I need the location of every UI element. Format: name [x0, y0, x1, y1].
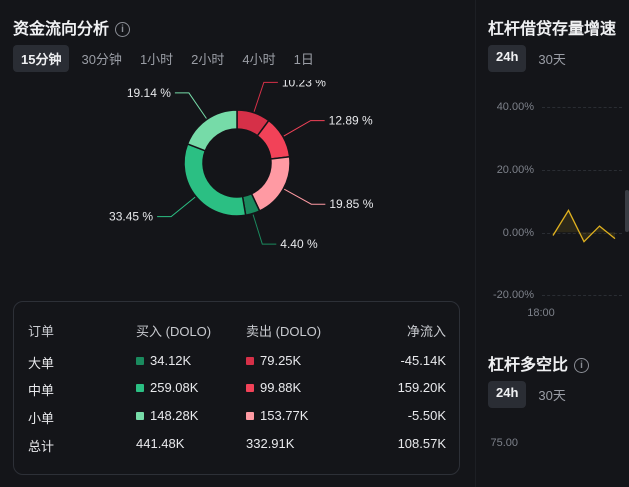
donut-slice[interactable]: [186, 109, 238, 152]
long-short-title: 杠杆多空比 i: [488, 351, 590, 375]
sell-cell: 79.25K: [246, 353, 301, 368]
tab-1h[interactable]: 1小时: [139, 52, 174, 67]
header-order: 订单: [28, 324, 55, 339]
buy-swatch: [136, 384, 144, 392]
y-tick-label: 20.00%: [496, 164, 534, 176]
scrollbar-thumb[interactable]: [625, 190, 629, 232]
table-row-total: 总计 441.48K 332.91K 108.57K: [14, 436, 459, 456]
long-short-tabs: 24h 30天: [488, 381, 572, 408]
donut-slice[interactable]: [183, 142, 247, 217]
donut-slice-label: 12.89 %: [329, 114, 373, 128]
long-short-title-text: 杠杆多空比: [488, 357, 569, 374]
tab-2h[interactable]: 2小时: [191, 52, 225, 67]
buy-swatch: [136, 412, 144, 420]
sell-swatch: [246, 357, 254, 365]
info-icon[interactable]: i: [115, 22, 131, 37]
tab-24h[interactable]: 24h: [488, 45, 527, 72]
donut-slice-label: 33.45 %: [109, 210, 153, 224]
tab-24h[interactable]: 24h: [488, 381, 527, 408]
x-tick-label: 18:00: [527, 307, 555, 319]
buy-cell: 34.12K: [136, 353, 191, 368]
tab-30d[interactable]: 30天: [538, 388, 566, 403]
table-row-medium: 中单 259.08K 99.88K 159.20K: [14, 380, 459, 400]
fund-flow-timeframe-tabs: 15分钟 30分钟 1小时 2小时 4小时 1日: [13, 45, 320, 72]
y-tick-label: 0.00%: [502, 227, 534, 239]
sell-cell: 99.88K: [246, 380, 301, 395]
sell-swatch: [246, 384, 254, 392]
tab-15m[interactable]: 15分钟: [13, 45, 70, 72]
gridline: [542, 233, 622, 234]
donut-leader-line: [253, 81, 278, 112]
tab-4h[interactable]: 4小时: [242, 52, 276, 67]
tab-30d[interactable]: 30天: [538, 52, 566, 67]
order-type: 中单: [28, 383, 55, 398]
donut-slice-label: 10.23 %: [282, 80, 326, 89]
donut-slice-label: 19.14 %: [127, 86, 171, 100]
sell-value: 332.91K: [246, 436, 295, 451]
fund-flow-title-text: 资金流向分析: [13, 21, 110, 38]
donut-leader-line: [157, 196, 196, 218]
y-tick-label: -20.00%: [493, 289, 534, 301]
sell-swatch: [246, 412, 254, 420]
series-area: [553, 210, 615, 242]
donut-leader-line: [252, 214, 277, 245]
buy-value: 34.12K: [150, 353, 192, 368]
sell-value: 99.88K: [260, 380, 302, 395]
donut-leader-line: [174, 92, 207, 119]
header-sell: 卖出 (DOLO): [246, 324, 322, 339]
info-icon[interactable]: i: [574, 358, 590, 373]
buy-cell: 148.28K: [136, 408, 198, 423]
leverage-growth-line-chart: [552, 209, 616, 243]
table-row-small: 小单 148.28K 153.77K -5.50K: [14, 408, 459, 428]
tab-1d[interactable]: 1日: [293, 52, 314, 67]
gridline: [542, 295, 622, 296]
gridline: [542, 107, 622, 108]
table-header: 订单 买入 (DOLO) 卖出 (DOLO) 净流入: [14, 321, 459, 341]
buy-value: 441.48K: [136, 436, 185, 451]
sell-value: 79.25K: [260, 353, 302, 368]
donut-slice-label: 4.40 %: [280, 237, 318, 251]
table-row-large: 大单 34.12K 79.25K -45.14K: [14, 353, 459, 373]
header-buy: 买入 (DOLO): [136, 324, 212, 339]
sell-cell: 153.77K: [246, 408, 308, 423]
series-line: [552, 209, 616, 243]
y-tick-label: 40.00%: [496, 101, 534, 113]
order-type: 总计: [28, 439, 55, 454]
net-value: -45.14K: [400, 353, 446, 368]
donut-leader-line: [283, 120, 325, 137]
y-tick-label: 75.00: [490, 437, 518, 449]
fund-flow-donut-chart: 10.23 % 12.89 % 19.85 % 4.40 % 33.45 % 19.14 …: [109, 80, 374, 251]
buy-value: 148.28K: [150, 408, 199, 423]
donut-leader-line: [283, 188, 326, 205]
net-value: 159.20K: [397, 380, 446, 395]
donut-slice[interactable]: [250, 155, 291, 212]
gridline: [542, 170, 622, 171]
order-type: 小单: [28, 411, 55, 426]
net-value: -5.50K: [407, 408, 446, 423]
donut-slice-label: 19.85 %: [329, 197, 373, 211]
sell-value: 153.77K: [260, 408, 309, 423]
net-value: 108.57K: [397, 436, 446, 451]
order-type: 大单: [28, 356, 55, 371]
leverage-growth-title: 杠杆借贷存量增速: [488, 21, 617, 38]
fund-flow-table: 订单 买入 (DOLO) 卖出 (DOLO) 净流入 大单 34.12K 79.…: [13, 301, 460, 475]
buy-swatch: [136, 357, 144, 365]
header-net-inflow: 净流入: [406, 324, 446, 339]
buy-value: 259.08K: [150, 380, 199, 395]
tab-30m[interactable]: 30分钟: [81, 52, 122, 67]
fund-flow-title: 资金流向分析 i: [13, 15, 131, 39]
panel-divider: [475, 0, 476, 487]
buy-cell: 259.08K: [136, 380, 198, 395]
leverage-growth-tabs: 24h 30天: [488, 45, 572, 72]
